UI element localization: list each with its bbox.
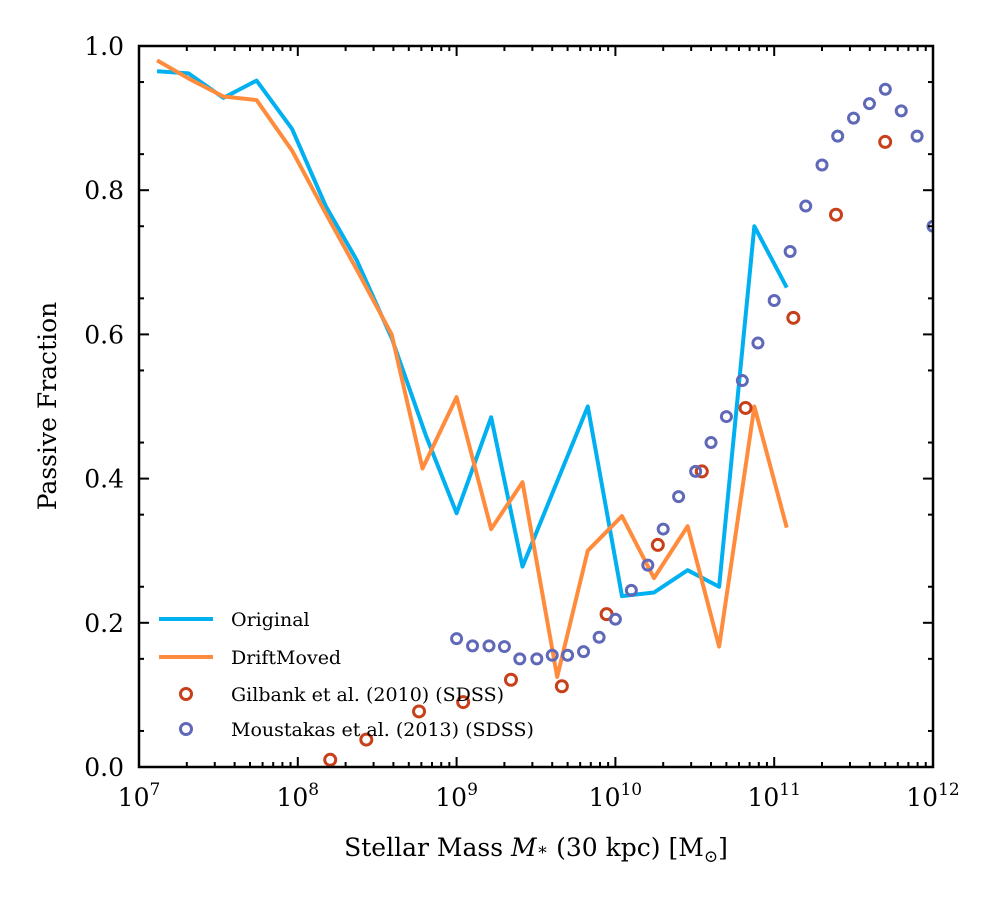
data-point-moustakas-et-al-2013-sdss bbox=[815, 158, 829, 172]
data-point-moustakas-et-al-2013-sdss bbox=[466, 639, 480, 653]
x-tick-label: 108 bbox=[276, 780, 319, 812]
data-point-moustakas-et-al-2013-sdss bbox=[719, 410, 733, 424]
x-tick-label: 1011 bbox=[747, 780, 800, 812]
legend-swatch-moustakas-et-al-2013-sdss bbox=[179, 722, 193, 736]
data-point-moustakas-et-al-2013-sdss bbox=[862, 97, 876, 111]
data-point-moustakas-et-al-2013-sdss bbox=[894, 104, 908, 118]
data-point-moustakas-et-al-2013-sdss bbox=[577, 645, 591, 659]
data-point-moustakas-et-al-2013-sdss bbox=[878, 82, 892, 96]
data-point-moustakas-et-al-2013-sdss bbox=[910, 129, 924, 143]
data-point-moustakas-et-al-2013-sdss bbox=[592, 630, 606, 644]
legend-label-gilbank-et-al-2010-sdss: Gilbank et al. (2010) (SDSS) bbox=[231, 684, 504, 706]
data-point-moustakas-et-al-2013-sdss bbox=[561, 648, 575, 662]
data-point-gilbank-et-al-2010-sdss bbox=[554, 679, 569, 694]
y-tick-label: 0.6 bbox=[84, 320, 124, 349]
data-point-gilbank-et-al-2010-sdss bbox=[786, 310, 801, 325]
data-point-moustakas-et-al-2013-sdss bbox=[689, 464, 703, 478]
data-point-moustakas-et-al-2013-sdss bbox=[482, 639, 496, 653]
data-point-gilbank-et-al-2010-sdss bbox=[650, 537, 665, 552]
series-line-original bbox=[156, 69, 789, 599]
x-tick-label: 1012 bbox=[906, 780, 959, 812]
plot-frame bbox=[137, 44, 935, 769]
data-point-moustakas-et-al-2013-sdss bbox=[608, 612, 622, 626]
y-axis-label: Passive Fraction bbox=[33, 302, 62, 511]
data-point-gilbank-et-al-2010-sdss bbox=[456, 695, 471, 710]
y-tick-label: 0.8 bbox=[84, 176, 124, 205]
legend-label-moustakas-et-al-2013-sdss: Moustakas et al. (2013) (SDSS) bbox=[231, 719, 534, 741]
data-point-moustakas-et-al-2013-sdss bbox=[624, 583, 638, 597]
data-point-moustakas-et-al-2013-sdss bbox=[751, 336, 765, 350]
data-point-moustakas-et-al-2013-sdss bbox=[847, 111, 861, 125]
data-point-gilbank-et-al-2010-sdss bbox=[738, 400, 753, 415]
data-point-moustakas-et-al-2013-sdss bbox=[704, 436, 718, 450]
data-point-moustakas-et-al-2013-sdss bbox=[656, 522, 670, 536]
x-tick-label: 109 bbox=[435, 780, 478, 812]
legend-label-original: Original bbox=[231, 609, 310, 631]
data-point-moustakas-et-al-2013-sdss bbox=[450, 632, 464, 646]
data-point-gilbank-et-al-2010-sdss bbox=[412, 704, 427, 719]
y-axis-ticks: 0.0 0.2 0.4 0.6 0.8 1.0 bbox=[84, 32, 933, 782]
legend-swatch-gilbank-et-al-2010-sdss bbox=[179, 687, 193, 701]
series-layer bbox=[156, 58, 933, 767]
data-point-moustakas-et-al-2013-sdss bbox=[799, 199, 813, 213]
y-tick-label: 0.2 bbox=[84, 609, 124, 638]
series-line-driftmoved bbox=[156, 58, 789, 679]
x-tick-label: 107 bbox=[118, 780, 161, 812]
data-point-moustakas-et-al-2013-sdss bbox=[672, 490, 686, 504]
data-point-moustakas-et-al-2013-sdss bbox=[545, 648, 559, 662]
legend-label-driftmoved: DriftMoved bbox=[231, 647, 341, 669]
data-point-moustakas-et-al-2013-sdss bbox=[497, 640, 511, 654]
legend: Original DriftMoved Gilbank et al. (2010) … bbox=[159, 609, 534, 741]
data-point-gilbank-et-al-2010-sdss bbox=[878, 134, 893, 149]
data-point-moustakas-et-al-2013-sdss bbox=[767, 294, 781, 308]
data-point-moustakas-et-al-2013-sdss bbox=[641, 558, 655, 572]
data-point-gilbank-et-al-2010-sdss bbox=[503, 672, 518, 687]
y-tick-label: 1.0 bbox=[84, 32, 124, 61]
y-tick-label: 0.0 bbox=[84, 753, 124, 782]
y-tick-label: 0.4 bbox=[84, 465, 124, 494]
data-point-gilbank-et-al-2010-sdss bbox=[694, 464, 709, 479]
data-point-moustakas-et-al-2013-sdss bbox=[530, 652, 544, 666]
data-point-moustakas-et-al-2013-sdss bbox=[831, 129, 845, 143]
x-axis-label: Stellar Mass M∗ (30 kpc) [M⊙] bbox=[344, 833, 728, 867]
data-point-gilbank-et-al-2010-sdss bbox=[323, 752, 338, 767]
data-point-gilbank-et-al-2010-sdss bbox=[829, 207, 843, 222]
data-point-gilbank-et-al-2010-sdss bbox=[359, 732, 374, 747]
data-point-moustakas-et-al-2013-sdss bbox=[783, 244, 797, 258]
x-tick-label: 1010 bbox=[589, 780, 642, 812]
x-axis-ticks: 107 108 109 1010 1011 1012 bbox=[118, 46, 960, 812]
data-point-moustakas-et-al-2013-sdss bbox=[513, 652, 527, 666]
data-point-moustakas-et-al-2013-sdss bbox=[735, 374, 749, 388]
